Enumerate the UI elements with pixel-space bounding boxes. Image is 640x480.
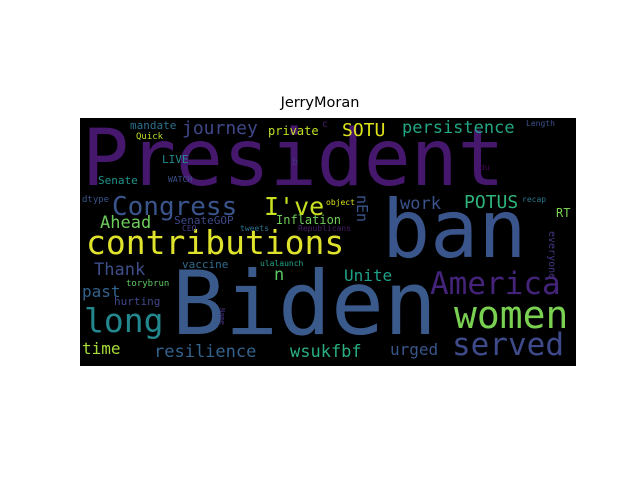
word-everyone: everyone [546,231,557,280]
word-n: n [274,265,285,285]
word-mandate: mandate [130,119,177,132]
word-biden: Biden [172,252,437,355]
word-ahead: Ahead [100,213,152,233]
word-urged: urged [390,340,439,359]
word-recap: recap [522,195,547,204]
word-sotu: SOTU [342,120,386,141]
word-c: c [322,119,329,130]
word-tweets: tweets [240,224,269,233]
word-president: President [82,118,505,204]
word-thank: Thank [94,260,146,280]
word-watch: WATCH [168,175,193,184]
word-potus: POTUS [464,192,519,213]
word-hurting: hurting [114,295,161,308]
word-senategop: SenateGOP [174,214,234,227]
word-private: private [268,124,319,138]
word-rt: RT [556,206,571,220]
word-object: object [326,198,355,207]
word-work: work [400,194,441,214]
word-long: long [84,301,164,340]
word-ban: ban [382,183,527,276]
word-name: Name [218,308,226,325]
word-ceo: CEO [182,224,197,233]
word-quick: Quick [136,132,164,142]
word-torybrun: torybrun [126,279,170,289]
word-time: time [82,339,121,358]
word-live: LIVE [162,153,189,166]
word-dtype: dtype [82,195,110,205]
word-ulalaunch: ulalaunch [260,259,304,268]
word-america: America [430,266,561,302]
word-wsukfbf: wsukfbf [290,342,362,362]
word-republicans: Republicans [298,224,351,233]
word-senate: Senate [98,174,138,187]
word-past: past [82,282,121,301]
word-vaccine: vaccine [182,258,229,271]
word-nen: nEn [353,195,371,223]
word-inflation: Inflation [276,213,342,227]
word-cloud: President ban Biden contributions Americ… [80,118,576,366]
word-resilience: resilience [154,342,257,362]
word-ive: I've [264,192,325,221]
word-du: du [480,163,490,172]
word-journey: journey [182,118,258,139]
word-b: b [292,157,299,168]
chart-title: JerryMoran [280,95,360,111]
word-unite: Unite [344,266,393,285]
word-contributions: contributions [86,223,345,262]
word-served: served [452,327,564,363]
word-persistence: persistence [402,118,515,138]
word-length: Length [526,119,555,128]
word-congress: Congress [112,192,238,222]
word-women: women [454,293,569,337]
